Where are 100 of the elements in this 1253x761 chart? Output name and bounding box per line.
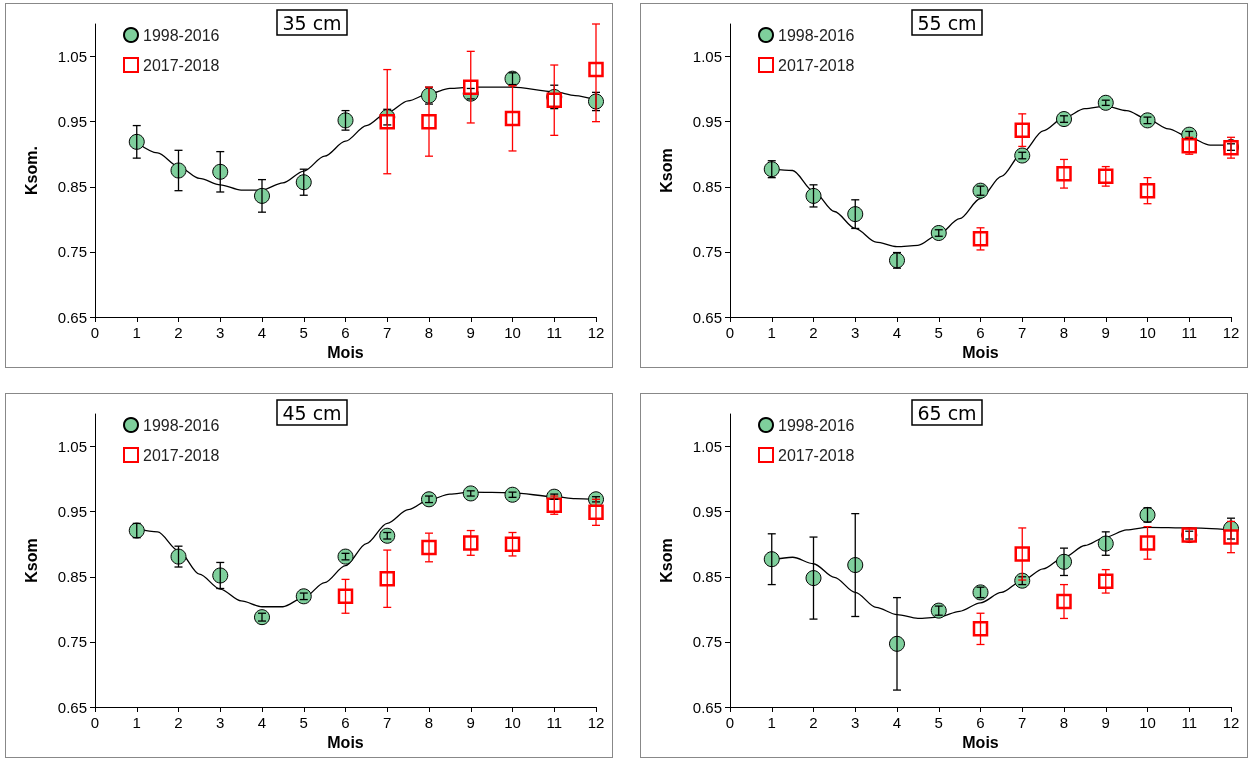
point — [212, 163, 229, 180]
y-tick-label: 0.65 — [692, 698, 722, 716]
x-tick-label: 2 — [809, 324, 818, 341]
y-tick-label: 0.65 — [57, 308, 87, 326]
x-tick-label: 8 — [424, 324, 434, 341]
x-tick-label: 8 — [1059, 714, 1069, 731]
point — [805, 187, 822, 204]
y-tick-label: 1.05 — [692, 48, 722, 66]
chart-title: 45 cm — [282, 401, 342, 424]
x-tick-label: 11 — [546, 324, 563, 341]
x-tick-label: 11 — [1181, 324, 1198, 341]
x-tick-label: 9 — [466, 324, 475, 341]
x-axis-title: Mois — [327, 344, 364, 362]
x-tick-label: 12 — [1222, 714, 1240, 731]
x-tick-label: 7 — [383, 324, 392, 341]
x-tick-label: 1 — [132, 324, 141, 341]
point — [1014, 122, 1030, 138]
x-tick-label: 11 — [546, 714, 563, 731]
x-tick-label: 3 — [216, 714, 225, 731]
y-tick-label: 0.85 — [57, 568, 87, 586]
x-tick-label: 10 — [504, 714, 521, 731]
point — [805, 570, 822, 587]
y-tick-label: 0.85 — [692, 568, 722, 586]
x-tick-label: 10 — [1139, 714, 1156, 731]
point — [504, 110, 521, 127]
x-tick-label: 11 — [1181, 714, 1198, 731]
x-tick-label: 6 — [976, 714, 985, 731]
x-tick-label: 4 — [257, 324, 267, 341]
y-tick-label: 0.75 — [692, 633, 722, 651]
x-tick-label: 10 — [504, 324, 521, 341]
point — [463, 535, 479, 551]
point — [337, 588, 354, 605]
point — [763, 161, 780, 178]
x-tick-label: 7 — [1018, 714, 1027, 731]
x-tick-label: 7 — [383, 714, 392, 731]
legend-label: 2017-2018 — [143, 56, 220, 74]
legend-label: 2017-2018 — [143, 446, 220, 464]
y-tick-label: 0.75 — [692, 243, 722, 261]
x-tick-label: 5 — [934, 324, 943, 341]
point — [1014, 546, 1030, 562]
point — [972, 621, 989, 637]
x-tick-label: 5 — [934, 714, 943, 731]
point — [1098, 573, 1114, 590]
y-tick-label: 0.95 — [57, 503, 87, 521]
x-tick-label: 9 — [1101, 324, 1110, 341]
x-tick-label: 3 — [216, 324, 225, 341]
legend-label: 1998-2016 — [778, 416, 855, 434]
y-tick-label: 1.05 — [57, 438, 87, 456]
y-tick-label: 0.75 — [57, 633, 87, 651]
x-tick-label: 8 — [1059, 324, 1069, 341]
x-tick-label: 12 — [587, 714, 605, 731]
y-axis-title: Ksom. — [22, 146, 40, 195]
y-axis-title: Ksom — [657, 148, 675, 193]
x-tick-label: 0 — [725, 714, 735, 731]
point — [128, 133, 145, 150]
x-tick-label: 8 — [424, 714, 434, 731]
y-tick-label: 0.65 — [57, 698, 87, 716]
point — [847, 557, 864, 574]
legend-label: 1998-2016 — [143, 26, 220, 44]
point — [847, 206, 864, 223]
x-tick-label: 6 — [976, 324, 985, 341]
x-tick-label: 0 — [90, 324, 100, 341]
y-tick-label: 1.05 — [57, 48, 87, 66]
x-axis-title: Mois — [962, 734, 999, 752]
y-tick-label: 1.05 — [692, 438, 722, 456]
chart-title: 65 cm — [917, 401, 977, 424]
x-tick-label: 2 — [809, 714, 818, 731]
chart-title: 35 cm — [282, 11, 342, 34]
x-tick-label: 1 — [767, 714, 776, 731]
point — [170, 162, 187, 179]
point — [972, 231, 989, 247]
x-tick-label: 12 — [587, 324, 605, 341]
point — [1097, 535, 1114, 552]
x-tick-label: 4 — [892, 324, 902, 341]
legend-label: 2017-2018 — [778, 446, 855, 464]
x-tick-label: 6 — [341, 714, 350, 731]
x-axis-title: Mois — [962, 344, 999, 362]
y-tick-label: 0.95 — [692, 113, 722, 131]
x-tick-label: 1 — [132, 714, 141, 731]
point — [212, 567, 229, 584]
x-tick-label: 10 — [1139, 324, 1156, 341]
point — [1139, 535, 1156, 551]
x-tick-label: 12 — [1222, 324, 1240, 341]
y-tick-label: 0.65 — [692, 308, 722, 326]
legend-label: 1998-2016 — [778, 26, 855, 44]
x-tick-label: 5 — [299, 324, 308, 341]
y-tick-label: 0.95 — [692, 503, 722, 521]
y-tick-label: 0.85 — [692, 178, 722, 196]
point — [1139, 182, 1156, 199]
x-tick-label: 7 — [1018, 324, 1027, 341]
chart-title: 55 cm — [917, 11, 977, 34]
x-tick-label: 5 — [299, 714, 308, 731]
x-tick-label: 4 — [892, 714, 902, 731]
x-tick-label: 9 — [1101, 714, 1110, 731]
x-tick-label: 6 — [341, 324, 350, 341]
point — [546, 92, 562, 108]
y-axis-title: Ksom — [657, 538, 675, 583]
y-tick-label: 0.75 — [57, 243, 87, 261]
x-tick-label: 0 — [90, 714, 100, 731]
x-tick-label: 2 — [174, 714, 183, 731]
